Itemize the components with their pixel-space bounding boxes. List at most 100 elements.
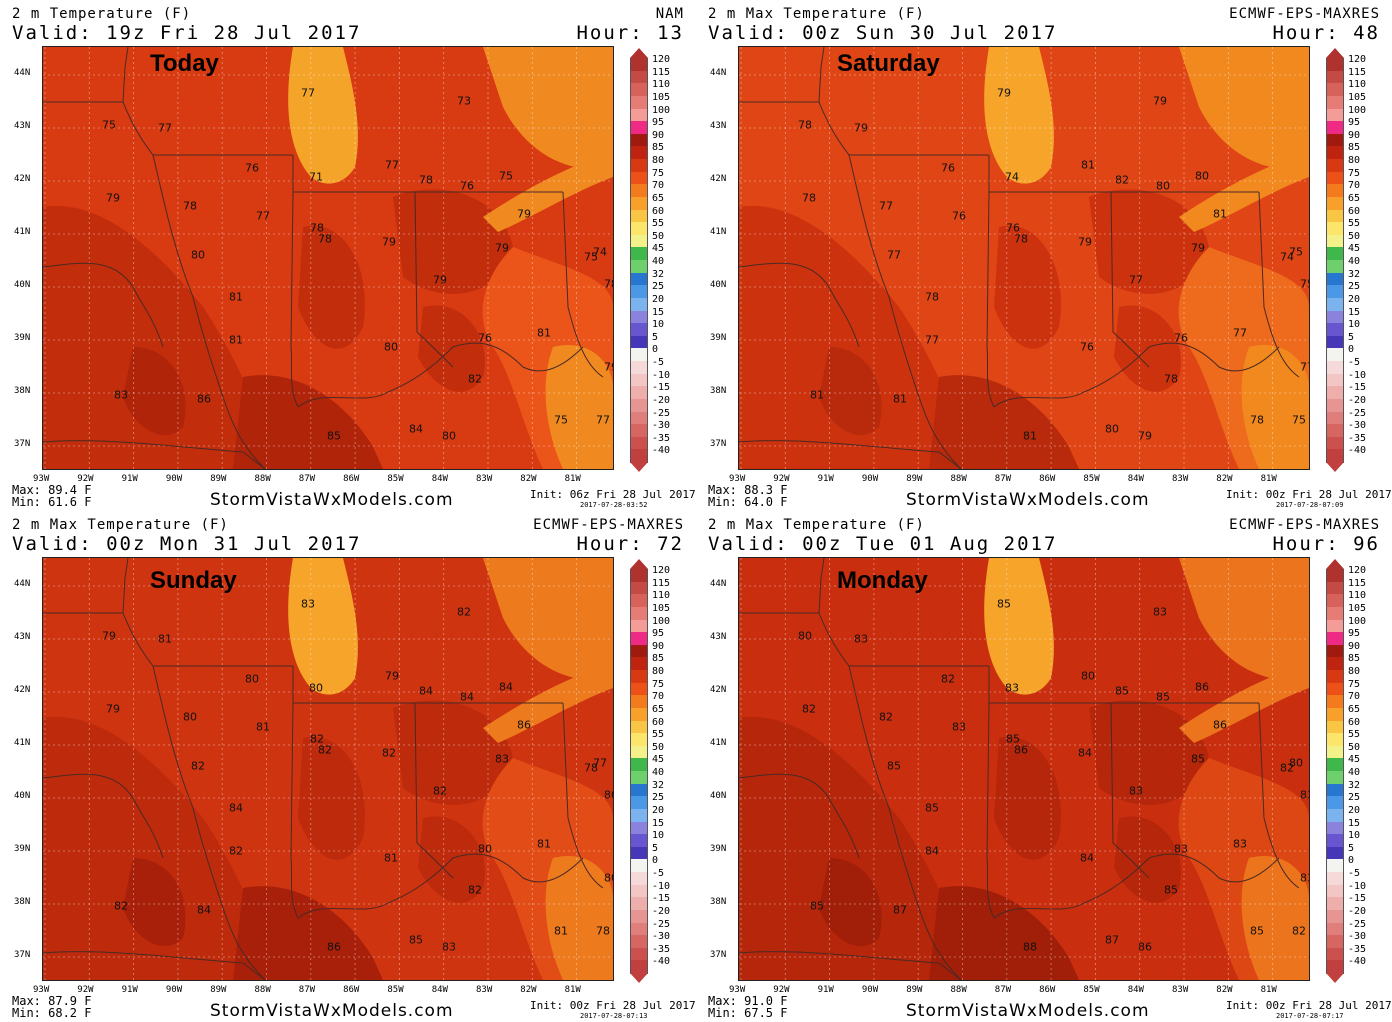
colorbar-cell: [630, 569, 648, 583]
temperature-value: 82: [802, 702, 816, 716]
colorbar-cell: [1326, 872, 1344, 886]
temperature-value: 78: [318, 232, 332, 246]
temperature-map: 83 82 79 81 80 80 79 84 84 84 79 80 81 86 82 82 82 83 82 78…: [42, 557, 614, 981]
temperature-value: 81: [1081, 158, 1095, 172]
latitude-label: 41N: [14, 738, 31, 748]
colorbar-cell: [1326, 569, 1344, 583]
colorbar-label: 32: [1348, 779, 1361, 791]
colorbar-label: 50: [1348, 741, 1361, 753]
longitude-label: 82W: [1216, 985, 1233, 995]
colorbar-cell: [1326, 808, 1344, 822]
max-value: Max: 89.4 F: [12, 483, 92, 497]
colorbar-label: 32: [652, 268, 665, 280]
colorbar-label: 5: [652, 331, 659, 343]
colorbar-label: 100: [652, 104, 671, 116]
colorbar-arrow-bottom: [630, 973, 648, 983]
temperature-value: 85: [1164, 883, 1178, 897]
temperature-value: 83: [1005, 681, 1019, 695]
colorbar-arrow-top: [1326, 559, 1344, 569]
max-min-readout: Max: 87.9 F Min: 68.2 F: [12, 995, 91, 1019]
colorbar-label: 85: [652, 142, 665, 154]
colorbar: [1326, 569, 1344, 974]
colorbar-cell: [630, 632, 648, 646]
colorbar-cell: [630, 821, 648, 835]
latitude-label: 42N: [710, 685, 727, 695]
colorbar-label: 0: [652, 344, 659, 356]
min-value: Min: 68.2 F: [12, 1006, 92, 1020]
temperature-shading-region: [43, 716, 283, 980]
day-label: Sunday: [150, 567, 237, 594]
temperature-value: 76: [245, 161, 259, 175]
colorbar-label: 85: [1348, 142, 1361, 154]
latitude-label: 39N: [14, 333, 31, 343]
colorbar-cell: [1326, 682, 1344, 696]
colorbar-cell: [630, 897, 648, 911]
colorbar-cell: [1326, 897, 1344, 911]
temperature-shading-region: [929, 886, 1079, 980]
temperature-value: 81: [810, 388, 824, 402]
colorbar-label: 55: [1348, 218, 1361, 230]
temperature-value: 78: [1014, 232, 1028, 246]
colorbar-cell: [1326, 398, 1344, 412]
colorbar-cell: [630, 272, 648, 286]
temperature-shading-region: [43, 205, 283, 469]
longitude-label: 86W: [343, 474, 360, 484]
colorbar-label: -30: [652, 420, 671, 432]
colorbar-cell: [1326, 70, 1344, 84]
max-min-readout: Max: 89.4 F Min: 61.6 F: [12, 484, 91, 508]
latitude-label: 37N: [710, 439, 727, 449]
colorbar-label: -15: [652, 893, 671, 905]
temperature-shading-region: [819, 347, 882, 436]
temperature-value: 74: [1280, 250, 1294, 264]
temperature-value: 81: [1213, 207, 1227, 221]
colorbar-cell: [1326, 745, 1344, 759]
colorbar-cell: [1326, 297, 1344, 311]
temperature-value: 77: [925, 333, 939, 347]
colorbar-cell: [630, 695, 648, 709]
longitude-label: 84W: [1127, 985, 1144, 995]
colorbar-cell: [630, 297, 648, 311]
forecast-hour: Hour: 48: [1272, 22, 1380, 44]
temperature-value: 85: [1156, 690, 1170, 704]
colorbar-cell: [1326, 720, 1344, 734]
temperature-value: 74: [593, 245, 607, 259]
temperature-value: 85: [887, 759, 901, 773]
forecast-panel: 2 m Max Temperature (F) ECMWF-EPS-MAXRES V…: [696, 511, 1392, 1022]
temperature-shading-region: [984, 558, 1054, 695]
colorbar-cell: [1326, 411, 1344, 425]
colorbar-label: 95: [652, 628, 665, 640]
temperature-value: 84: [925, 844, 939, 858]
state-border: [818, 101, 989, 156]
colorbar-label: 120: [1348, 54, 1367, 65]
timestamp: 2017-07-28-07:13: [580, 1012, 648, 1020]
temperature-value: 78: [596, 924, 610, 938]
colorbar-label: 65: [652, 192, 665, 204]
colorbar: [1326, 58, 1344, 463]
latitude-label: 44N: [710, 579, 727, 589]
colorbar-cell: [630, 424, 648, 438]
colorbar-label: 95: [1348, 117, 1361, 129]
temperature-value: 81: [1023, 429, 1037, 443]
latitude-label: 40N: [710, 791, 727, 801]
colorbar-cell: [1326, 670, 1344, 684]
state-border: [739, 440, 962, 469]
longitude-label: 91W: [121, 474, 138, 484]
colorbar-label: 20: [1348, 804, 1361, 816]
colorbar-cell: [1326, 922, 1344, 936]
longitude-label: 90W: [861, 985, 879, 995]
temperature-value: 87: [1105, 933, 1119, 947]
colorbar-label: 120: [652, 565, 671, 576]
colorbar-cell: [630, 348, 648, 362]
colorbar-label: 15: [652, 817, 665, 829]
latitude-label: 43N: [710, 632, 727, 642]
temperature-value: 79: [604, 360, 613, 374]
latitude-label: 38N: [710, 897, 727, 907]
colorbar-label: -20: [652, 394, 671, 406]
colorbar-cell: [630, 884, 648, 898]
colorbar-cell: [630, 108, 648, 122]
colorbar-label: -30: [1348, 420, 1367, 432]
longitude-label: 88W: [254, 474, 271, 484]
longitude-label: 88W: [950, 474, 967, 484]
temperature-value: 76: [1006, 221, 1020, 235]
temperature-value: 82: [468, 372, 482, 386]
